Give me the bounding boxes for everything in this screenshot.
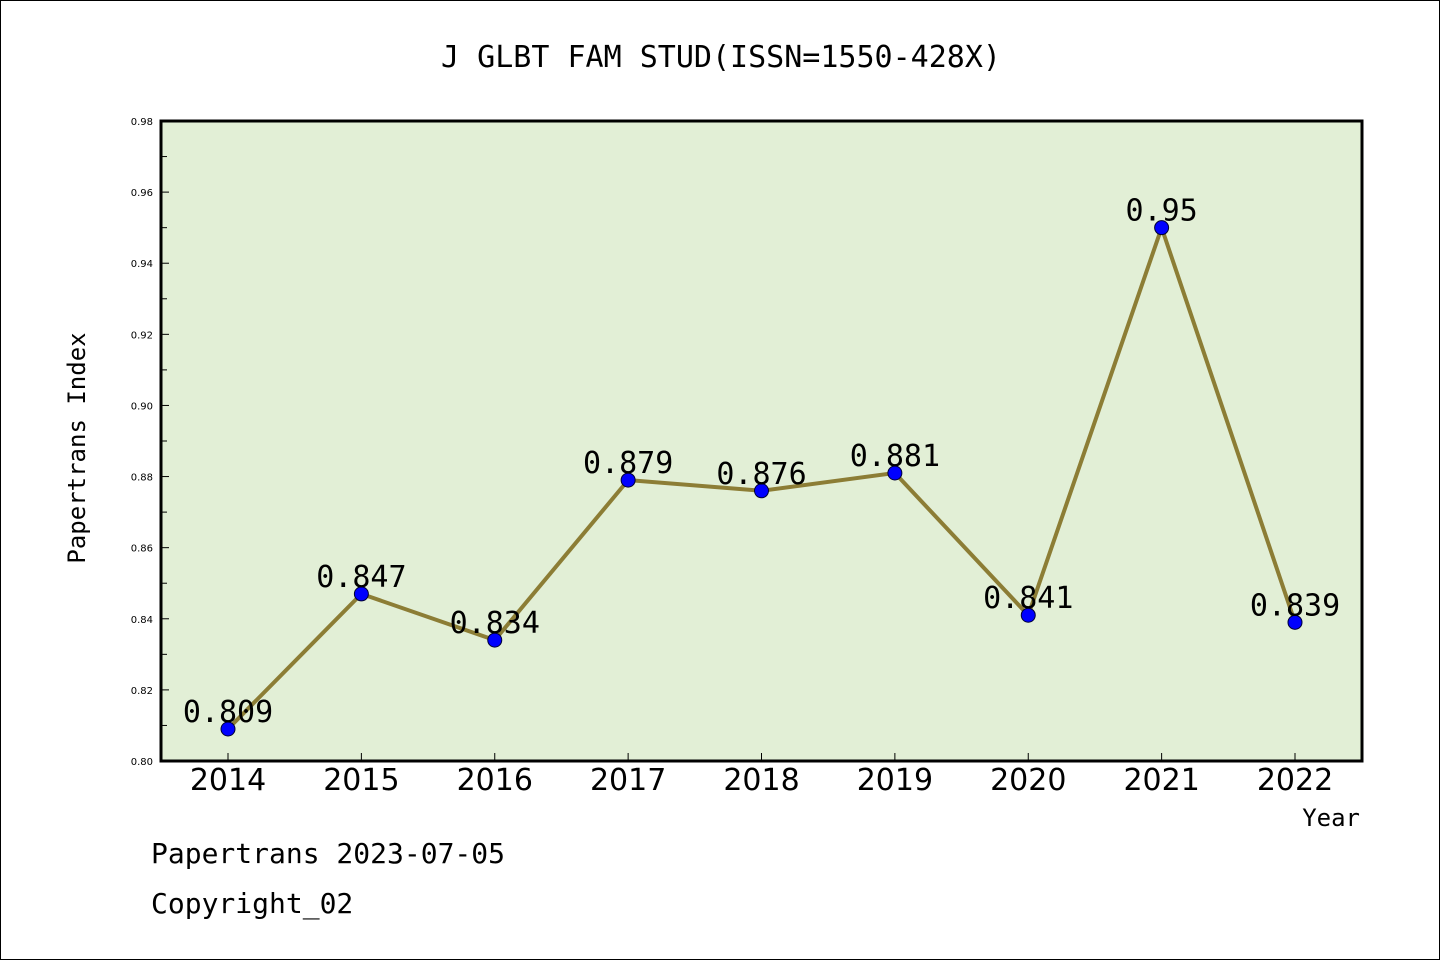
y-tick-label: 0.82 xyxy=(131,686,153,697)
data-point xyxy=(220,721,236,737)
x-axis-ticks: 2014 2015 2016 2017 2018 2019 2020 2021 2022 xyxy=(190,753,1333,798)
data-point xyxy=(487,632,503,648)
y-tick-label: 0.86 xyxy=(131,544,153,555)
x-tick-label: 2022 xyxy=(1257,763,1333,798)
data-label: 0.879 xyxy=(583,446,673,481)
x-tick-label: 2019 xyxy=(857,763,933,798)
data-point xyxy=(353,586,369,602)
y-axis-ticks: 0.80 0.82 0.84 0.86 0.88 0.90 0.92 0.94 0.96 0.98 xyxy=(131,117,169,768)
data-label: 0.839 xyxy=(1250,588,1340,623)
chart-title: J GLBT FAM STUD(ISSN=1550-428X) xyxy=(441,40,1001,75)
x-tick-label: 2021 xyxy=(1123,763,1199,798)
x-tick-label: 2016 xyxy=(457,763,533,798)
data-label: 0.809 xyxy=(183,695,273,730)
data-point xyxy=(620,472,636,488)
data-label: 0.95 xyxy=(1126,194,1198,229)
y-tick-label: 0.96 xyxy=(131,188,153,199)
data-label: 0.847 xyxy=(316,560,406,595)
data-point xyxy=(887,465,903,481)
data-label: 0.834 xyxy=(450,606,540,641)
x-tick-label: 2015 xyxy=(323,763,399,798)
y-tick-label: 0.88 xyxy=(131,473,153,484)
data-point xyxy=(1287,614,1303,630)
y-tick-label: 0.84 xyxy=(131,615,153,626)
y-axis-label: Papertrans Index xyxy=(63,332,91,563)
data-point xyxy=(1154,220,1170,236)
data-point xyxy=(754,483,769,499)
y-tick-label: 0.92 xyxy=(131,330,153,341)
x-tick-label: 2020 xyxy=(990,763,1066,798)
y-tick-label: 0.94 xyxy=(131,259,153,270)
data-point xyxy=(1020,607,1036,623)
y-tick-label: 0.80 xyxy=(131,757,153,768)
y-tick-label: 0.90 xyxy=(131,401,153,412)
series-layer: 0.809 0.847 0.834 0.879 0.876 0.881 0.841 0.95 0… xyxy=(183,194,1340,737)
footer-copyright: Copyright_02 xyxy=(151,887,354,920)
x-tick-label: 2014 xyxy=(190,763,266,798)
data-label: 0.876 xyxy=(716,457,806,492)
y-tick-label: 0.98 xyxy=(131,117,153,128)
x-tick-label: 2017 xyxy=(590,763,666,798)
data-label: 0.841 xyxy=(983,581,1073,616)
data-label: 0.881 xyxy=(850,439,940,474)
x-tick-label: 2018 xyxy=(723,763,799,798)
x-axis-label: Year xyxy=(1302,804,1360,832)
footer-date: Papertrans 2023-07-05 xyxy=(151,837,506,870)
